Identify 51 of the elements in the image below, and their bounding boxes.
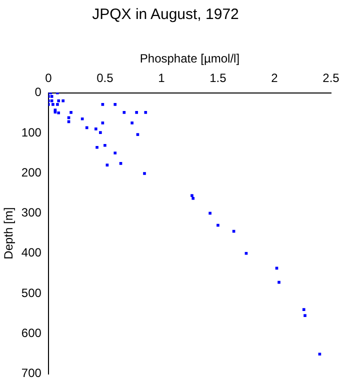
x-axis-title: Phosphate [µmol/l] <box>140 52 240 66</box>
point <box>318 352 322 356</box>
y-tick-label: 200 <box>21 165 42 180</box>
point <box>80 117 84 120</box>
point <box>101 103 104 106</box>
point <box>101 121 104 124</box>
point <box>62 99 65 102</box>
point <box>114 152 117 154</box>
point <box>99 131 102 134</box>
y-tick-label: 300 <box>21 206 42 220</box>
point <box>106 164 109 166</box>
point <box>278 280 280 284</box>
point <box>50 95 54 98</box>
y-tick-label: 700 <box>21 366 42 380</box>
point <box>94 128 98 130</box>
point <box>144 111 148 114</box>
x-tick-label: 1 <box>158 70 166 85</box>
point <box>56 103 59 106</box>
x-tick-label: 2.5 <box>322 70 340 85</box>
point <box>302 308 306 311</box>
x-tick-label: 0.5 <box>96 70 114 85</box>
point <box>122 111 126 114</box>
point <box>57 99 60 102</box>
point <box>104 144 106 147</box>
point <box>57 111 60 114</box>
point <box>304 314 306 318</box>
y-tick-label: 500 <box>21 286 42 300</box>
point <box>85 126 88 130</box>
y-axis-title: Depth [m] <box>2 207 16 260</box>
point <box>208 212 212 215</box>
y-tick-label: 0 <box>34 85 42 100</box>
x-tick-label: 1.5 <box>210 70 227 85</box>
point <box>135 111 138 114</box>
point <box>114 103 117 106</box>
point <box>136 133 140 136</box>
x-tick-label: 2 <box>271 70 278 85</box>
point <box>192 196 195 200</box>
point <box>96 146 98 149</box>
point <box>130 121 134 124</box>
point <box>52 103 54 106</box>
point <box>190 194 194 197</box>
point <box>119 162 122 165</box>
point <box>143 172 146 175</box>
x-tick-label: 0 <box>45 70 52 85</box>
point <box>244 252 248 255</box>
point <box>70 111 72 114</box>
y-tick-label: 400 <box>21 246 42 260</box>
y-tick-label: 600 <box>21 326 42 340</box>
chart-title: JPQX in August, 1972 <box>92 6 239 24</box>
point <box>216 224 220 227</box>
y-tick-label: 100 <box>21 125 42 140</box>
